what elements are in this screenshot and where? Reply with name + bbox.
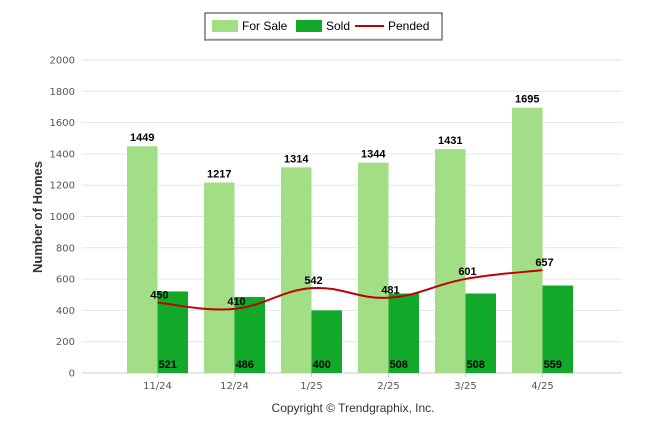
legend: For Sale Sold Pended — [204, 12, 443, 41]
data-label-pended: 657 — [535, 257, 553, 269]
x-tick-label: 11/24 — [143, 381, 172, 392]
data-label-sold: 486 — [236, 359, 254, 371]
legend-for-sale-swatch[interactable] — [212, 20, 238, 32]
bar-for-sale[interactable] — [435, 149, 466, 373]
y-tick-label: 600 — [56, 275, 75, 286]
data-label-sold: 508 — [390, 359, 408, 371]
bar-sold[interactable] — [234, 296, 266, 373]
bar-sold[interactable] — [465, 293, 497, 373]
copyright-text: Copyright © Trendgraphix, Inc. — [272, 401, 435, 415]
data-label-for-sale: 1217 — [207, 169, 231, 181]
x-tick-label: 2/25 — [377, 381, 399, 392]
data-label-sold: 559 — [544, 359, 562, 371]
pended-line — [157, 269, 543, 311]
y-tick-label: 1800 — [50, 87, 75, 98]
legend-sold-swatch[interactable] — [296, 20, 322, 32]
data-labels: 1449 521 450 1217 486 410 1314 400 542 1344 508 481… — [130, 94, 562, 371]
bar-for-sale[interactable] — [204, 182, 235, 373]
bars — [127, 107, 574, 374]
bar-for-sale[interactable] — [358, 162, 389, 373]
data-label-pended: 450 — [150, 290, 168, 302]
y-tick-label: 200 — [56, 337, 75, 348]
y-tick-label: 400 — [56, 306, 75, 317]
legend-box — [204, 12, 443, 41]
x-axis-ticks: 11/24 12/24 1/25 2/25 3/25 4/25 — [143, 373, 554, 392]
y-tick-label: 2000 — [50, 56, 75, 67]
bar-for-sale[interactable] — [512, 107, 543, 374]
bar-sold[interactable] — [542, 285, 574, 373]
data-label-pended: 542 — [304, 275, 322, 287]
y-tick-label: 800 — [56, 243, 75, 254]
legend-pended-label[interactable]: Pended — [388, 19, 429, 33]
data-label-pended: 410 — [227, 296, 245, 308]
x-tick-label: 1/25 — [300, 381, 322, 392]
bar-sold[interactable] — [388, 293, 420, 373]
data-label-for-sale: 1695 — [515, 94, 539, 106]
data-label-for-sale: 1449 — [130, 132, 154, 144]
bar-for-sale[interactable] — [127, 146, 158, 373]
y-tick-label: 1400 — [50, 149, 75, 160]
data-label-for-sale: 1314 — [284, 153, 309, 165]
bar-for-sale[interactable] — [281, 167, 312, 373]
data-label-pended: 481 — [381, 285, 399, 297]
legend-shadow — [207, 38, 443, 41]
bar-sold[interactable] — [311, 310, 343, 373]
y-axis-title: Number of Homes — [30, 161, 45, 273]
legend-sold-label[interactable]: Sold — [326, 19, 350, 33]
legend-for-sale-label[interactable]: For Sale — [242, 19, 288, 33]
y-axis-ticks: 0 200 400 600 800 1000 1200 1400 1600 1800 2000 — [50, 56, 75, 380]
data-label-for-sale: 1344 — [361, 149, 386, 161]
y-tick-label: 1000 — [50, 212, 75, 223]
x-tick-label: 3/25 — [454, 381, 476, 392]
y-tick-label: 1600 — [50, 118, 75, 129]
y-tick-label: 1200 — [50, 181, 75, 192]
data-label-sold: 508 — [467, 359, 485, 371]
y-tick-label: 0 — [69, 369, 75, 380]
data-label-sold: 521 — [159, 359, 177, 371]
x-tick-label: 4/25 — [531, 381, 553, 392]
pended-line-path[interactable] — [157, 269, 543, 311]
data-label-pended: 601 — [458, 266, 476, 278]
x-tick-label: 12/24 — [220, 381, 249, 392]
data-label-sold: 400 — [313, 359, 331, 371]
data-label-for-sale: 1431 — [438, 135, 462, 147]
